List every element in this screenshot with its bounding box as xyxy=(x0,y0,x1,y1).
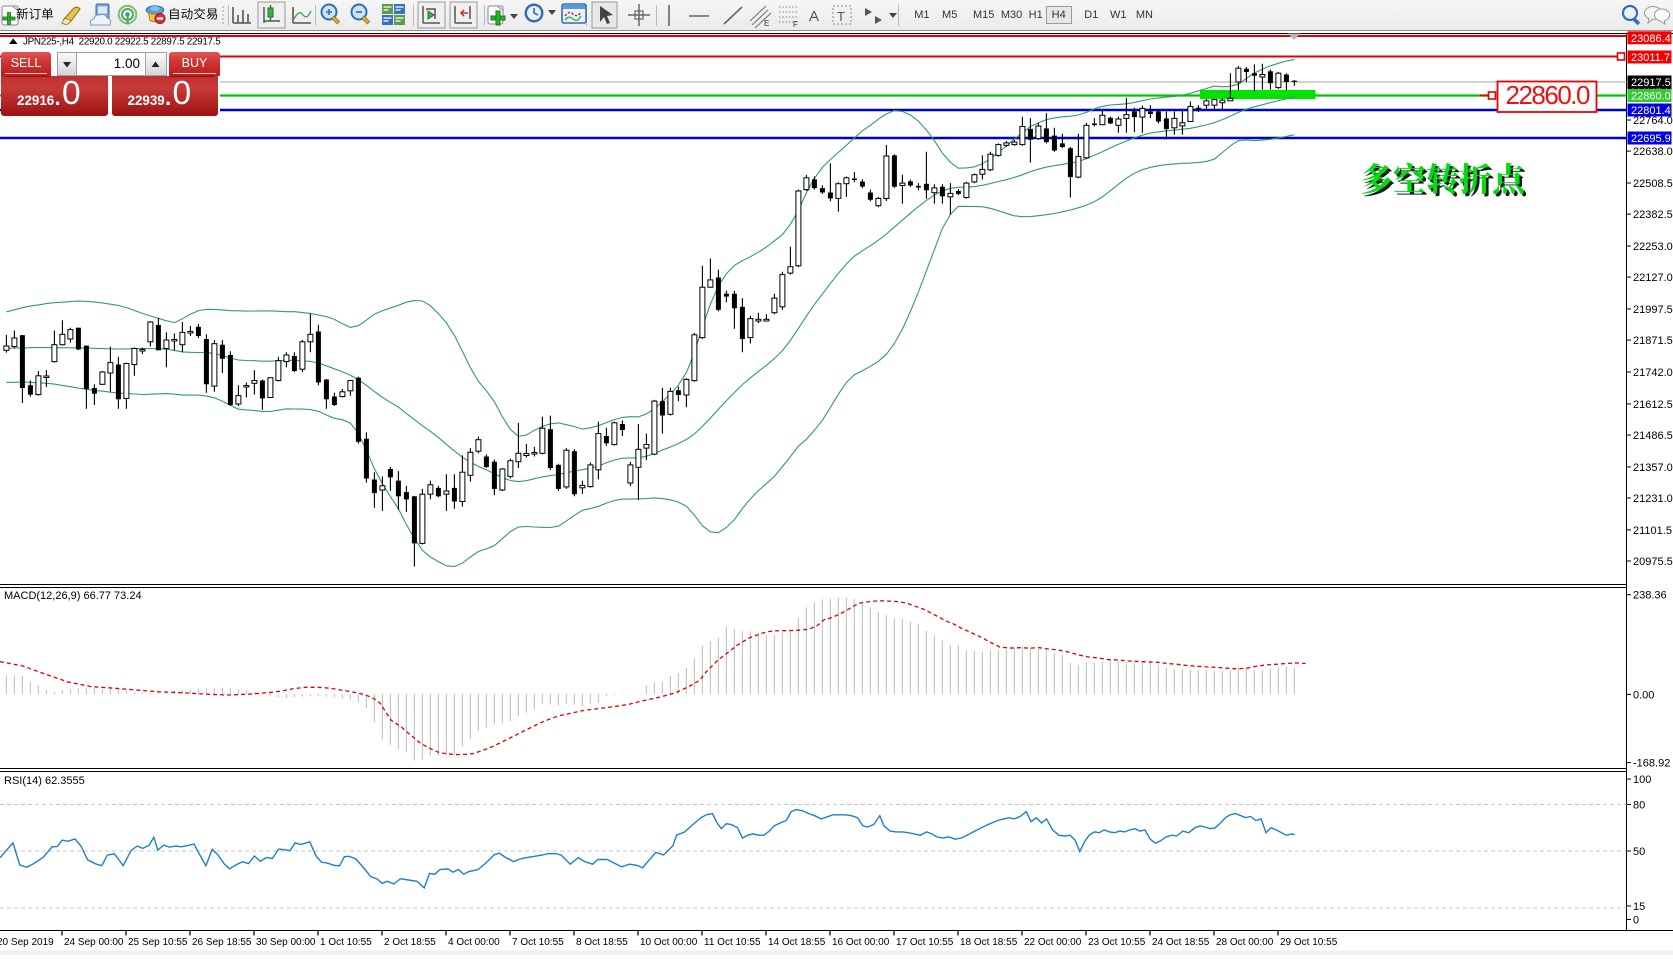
svg-text:238.36: 238.36 xyxy=(1633,590,1667,602)
svg-text:21231.0: 21231.0 xyxy=(1633,493,1673,505)
svg-text:23 Oct 10:55: 23 Oct 10:55 xyxy=(1088,937,1146,948)
svg-text:RSI(14) 62.3555: RSI(14) 62.3555 xyxy=(4,775,85,787)
svg-text:20 Sep 2019: 20 Sep 2019 xyxy=(0,937,54,948)
svg-text:24 Sep 00:00: 24 Sep 00:00 xyxy=(64,937,124,948)
svg-text:JPN225-,H4 22920.0 22922.5 22: JPN225-,H4 22920.0 22922.5 22897.5 22917… xyxy=(23,37,221,48)
svg-text:21871.5: 21871.5 xyxy=(1633,335,1673,347)
svg-text:22695.9: 22695.9 xyxy=(1631,133,1671,145)
svg-text:21612.5: 21612.5 xyxy=(1633,399,1673,411)
svg-text:15: 15 xyxy=(1633,901,1645,913)
svg-text:E: E xyxy=(764,19,769,28)
svg-text:22917.5: 22917.5 xyxy=(1631,77,1671,89)
svg-text:23086.4: 23086.4 xyxy=(1631,33,1671,45)
svg-text:4 Oct 00:00: 4 Oct 00:00 xyxy=(448,937,500,948)
svg-text:22508.5: 22508.5 xyxy=(1633,178,1673,190)
svg-text:A: A xyxy=(809,8,819,25)
svg-text:22382.5: 22382.5 xyxy=(1633,209,1673,221)
svg-text:26 Sep 18:55: 26 Sep 18:55 xyxy=(192,937,252,948)
svg-text:23011.7: 23011.7 xyxy=(1631,52,1670,64)
svg-text:22638.0: 22638.0 xyxy=(1633,146,1673,158)
svg-text:21101.5: 21101.5 xyxy=(1633,525,1672,537)
svg-text:28 Oct 00:00: 28 Oct 00:00 xyxy=(1216,937,1274,948)
svg-text:22127.0: 22127.0 xyxy=(1633,272,1673,284)
svg-text:22253.0: 22253.0 xyxy=(1633,241,1673,253)
svg-text:20975.5: 20975.5 xyxy=(1633,556,1673,568)
svg-text:24 Oct 18:55: 24 Oct 18:55 xyxy=(1152,937,1210,948)
svg-text:T: T xyxy=(837,9,845,24)
svg-text:21357.0: 21357.0 xyxy=(1633,462,1673,474)
svg-text:10 Oct 00:00: 10 Oct 00:00 xyxy=(640,937,698,948)
svg-text:F: F xyxy=(793,20,798,29)
svg-text:21742.0: 21742.0 xyxy=(1633,367,1673,379)
svg-text:22764.0: 22764.0 xyxy=(1633,115,1673,127)
svg-text:2 Oct 18:55: 2 Oct 18:55 xyxy=(384,937,436,948)
svg-text:100: 100 xyxy=(1633,774,1651,786)
svg-text:22860.0: 22860.0 xyxy=(1631,91,1671,103)
svg-text:MACD(12,26,9) 66.77 73.24: MACD(12,26,9) 66.77 73.24 xyxy=(4,590,142,602)
svg-text:29 Oct 10:55: 29 Oct 10:55 xyxy=(1280,937,1338,948)
svg-text:50: 50 xyxy=(1633,846,1645,858)
svg-text:7 Oct 10:55: 7 Oct 10:55 xyxy=(512,937,564,948)
svg-text:17 Oct 10:55: 17 Oct 10:55 xyxy=(896,937,954,948)
svg-text:21997.5: 21997.5 xyxy=(1633,304,1673,316)
svg-text:25 Sep 10:55: 25 Sep 10:55 xyxy=(128,937,188,948)
svg-text:30 Sep 00:00: 30 Sep 00:00 xyxy=(256,937,316,948)
svg-text:22 Oct 00:00: 22 Oct 00:00 xyxy=(1024,937,1082,948)
svg-text:80: 80 xyxy=(1633,800,1645,812)
svg-text:14 Oct 18:55: 14 Oct 18:55 xyxy=(768,937,826,948)
svg-text:0.00: 0.00 xyxy=(1633,689,1654,701)
svg-text:22801.4: 22801.4 xyxy=(1631,105,1671,117)
svg-text:11 Oct 10:55: 11 Oct 10:55 xyxy=(704,937,761,948)
svg-text:16 Oct 00:00: 16 Oct 00:00 xyxy=(832,937,890,948)
svg-text:1 Oct 10:55: 1 Oct 10:55 xyxy=(320,937,372,948)
svg-text:0: 0 xyxy=(1633,915,1639,927)
svg-text:21486.5: 21486.5 xyxy=(1633,430,1673,442)
svg-text:8 Oct 18:55: 8 Oct 18:55 xyxy=(576,937,628,948)
svg-text:-168.92: -168.92 xyxy=(1633,758,1670,770)
svg-text:22860.0: 22860.0 xyxy=(1506,80,1591,110)
svg-text:18 Oct 18:55: 18 Oct 18:55 xyxy=(960,937,1018,948)
